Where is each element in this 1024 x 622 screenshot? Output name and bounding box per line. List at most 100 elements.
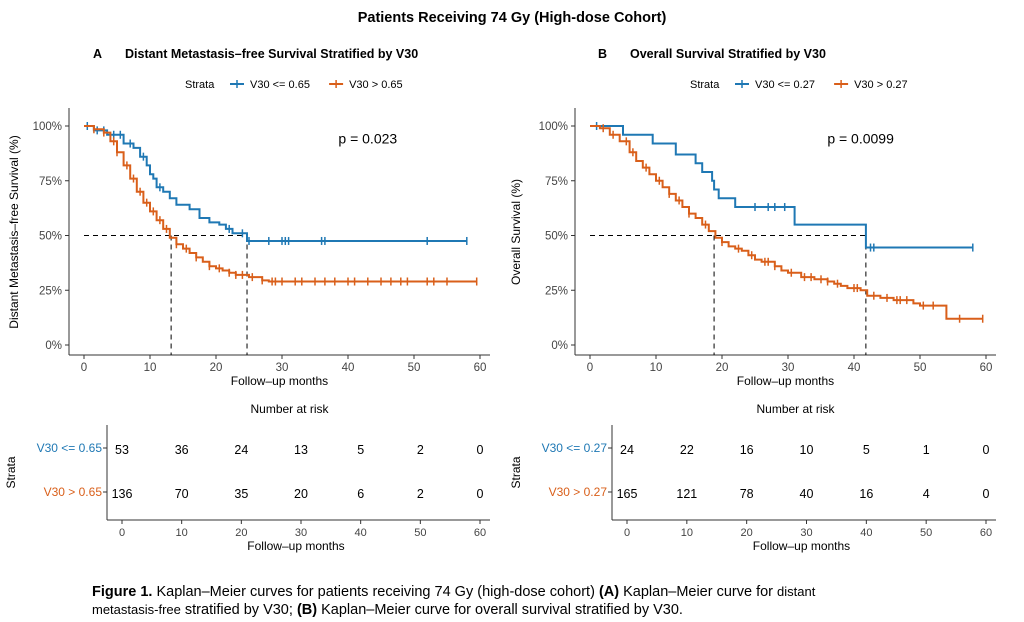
panel-title: Distant Metastasis–free Survival Stratif… — [125, 47, 418, 61]
risk-x-tick-label: 0 — [119, 527, 125, 539]
risk-x-tick-label: 10 — [176, 527, 188, 539]
caption-part-3: stratified by V30; — [180, 602, 297, 618]
risk-count: 24 — [620, 443, 634, 457]
risk-count: 1 — [923, 443, 930, 457]
x-tick-label: 30 — [276, 362, 289, 374]
y-tick-label: 100% — [33, 121, 62, 133]
x-tick-label: 40 — [848, 362, 861, 374]
y-tick-label: 25% — [545, 285, 568, 297]
risk-row-label: V30 <= 0.27 — [542, 441, 608, 455]
x-axis-label: Follow–up months — [737, 374, 834, 388]
risk-count: 121 — [676, 487, 697, 501]
risk-count: 78 — [740, 487, 754, 501]
risk-count: 16 — [740, 443, 754, 457]
risk-count: 36 — [175, 443, 189, 457]
risk-x-tick-label: 40 — [860, 527, 872, 539]
y-tick-label: 50% — [39, 231, 62, 243]
y-tick-label: 50% — [545, 231, 568, 243]
x-tick-label: 30 — [782, 362, 795, 374]
caption-label-a: (A) — [598, 584, 620, 600]
legend-label: V30 <= 0.65 — [250, 79, 310, 91]
risk-count: 24 — [234, 443, 248, 457]
legend-label: V30 > 0.27 — [854, 79, 908, 91]
risk-row-label: V30 > 0.65 — [44, 485, 103, 499]
risk-count: 22 — [680, 443, 694, 457]
panel-a: A Distant Metastasis–free Survival Strati… — [4, 47, 490, 553]
risk-count: 0 — [983, 487, 990, 501]
y-axis-label: Distant Metastasis–free Survival (%) — [7, 135, 21, 328]
risk-count: 5 — [357, 443, 364, 457]
risk-strata-label: Strata — [4, 456, 18, 488]
x-tick-label: 50 — [408, 362, 421, 374]
risk-x-tick-label: 50 — [920, 527, 932, 539]
caption-part-4: Kaplan–Meier curve for overall survival … — [317, 602, 683, 618]
risk-count: 0 — [983, 443, 990, 457]
x-tick-label: 0 — [587, 362, 593, 374]
y-axis-label: Overall Survival (%) — [509, 179, 523, 285]
risk-count: 20 — [294, 487, 308, 501]
panel-letter: B — [598, 47, 607, 61]
legend-title: Strata — [690, 79, 720, 91]
caption-part-2: Kaplan–Meier curve for — [619, 584, 778, 600]
panel-b: B Overall Survival Stratified by V30 Strat… — [509, 47, 996, 553]
y-tick-label: 75% — [545, 176, 568, 188]
risk-x-tick-label: 40 — [355, 527, 367, 539]
risk-count: 2 — [417, 443, 424, 457]
legend-label: V30 > 0.65 — [349, 79, 403, 91]
figure-caption: Figure 1. Kaplan–Meier curves for patien… — [92, 583, 992, 619]
risk-row-label: V30 > 0.27 — [549, 485, 608, 499]
risk-count: 0 — [477, 487, 484, 501]
x-tick-label: 10 — [144, 362, 157, 374]
x-tick-label: 20 — [716, 362, 729, 374]
x-tick-label: 50 — [914, 362, 927, 374]
x-tick-label: 60 — [980, 362, 993, 374]
x-tick-label: 10 — [650, 362, 663, 374]
km-curve-blue — [84, 125, 467, 242]
risk-x-tick-label: 10 — [681, 527, 693, 539]
y-tick-label: 25% — [39, 285, 62, 297]
risk-x-axis-label: Follow–up months — [753, 539, 850, 553]
risk-count: 53 — [115, 443, 129, 457]
km-curve-orange — [590, 125, 983, 320]
y-tick-label: 0% — [45, 340, 62, 352]
p-value-text: p = 0.0099 — [827, 131, 894, 147]
legend-title: Strata — [185, 79, 215, 91]
risk-count: 40 — [800, 487, 814, 501]
risk-x-axis-label: Follow–up months — [247, 539, 344, 553]
risk-count: 2 — [417, 487, 424, 501]
panel-letter: A — [93, 47, 102, 61]
x-tick-label: 0 — [81, 362, 87, 374]
caption-part-1: Kaplan–Meier curves for patients receivi… — [152, 584, 599, 600]
caption-figure-label: Figure 1. — [92, 584, 153, 600]
x-tick-label: 20 — [210, 362, 223, 374]
risk-x-tick-label: 50 — [414, 527, 426, 539]
risk-x-tick-label: 30 — [295, 527, 307, 539]
risk-count: 70 — [175, 487, 189, 501]
panel-title: Overall Survival Stratified by V30 — [630, 47, 826, 61]
risk-row-label: V30 <= 0.65 — [37, 441, 103, 455]
risk-count: 165 — [617, 487, 638, 501]
x-axis-label: Follow–up months — [231, 374, 328, 388]
risk-count: 0 — [477, 443, 484, 457]
risk-x-tick-label: 60 — [474, 527, 486, 539]
y-tick-label: 100% — [539, 121, 568, 133]
risk-count: 35 — [234, 487, 248, 501]
legend-label: V30 <= 0.27 — [755, 79, 815, 91]
risk-count: 5 — [863, 443, 870, 457]
risk-count: 10 — [800, 443, 814, 457]
figure-title: Patients Receiving 74 Gy (High-dose Coho… — [358, 10, 667, 26]
risk-strata-label: Strata — [509, 456, 523, 488]
caption-part-2-small: distant — [777, 584, 816, 599]
x-tick-label: 60 — [474, 362, 487, 374]
risk-x-tick-label: 30 — [800, 527, 812, 539]
risk-x-tick-label: 0 — [624, 527, 630, 539]
risk-x-tick-label: 20 — [741, 527, 753, 539]
caption-part-3-small: metastasis-free — [92, 602, 181, 617]
risk-count: 4 — [923, 487, 930, 501]
x-tick-label: 40 — [342, 362, 355, 374]
risk-x-tick-label: 60 — [980, 527, 992, 539]
p-value-text: p = 0.023 — [338, 131, 397, 147]
risk-count: 6 — [357, 487, 364, 501]
risk-table-title: Number at risk — [756, 402, 835, 416]
